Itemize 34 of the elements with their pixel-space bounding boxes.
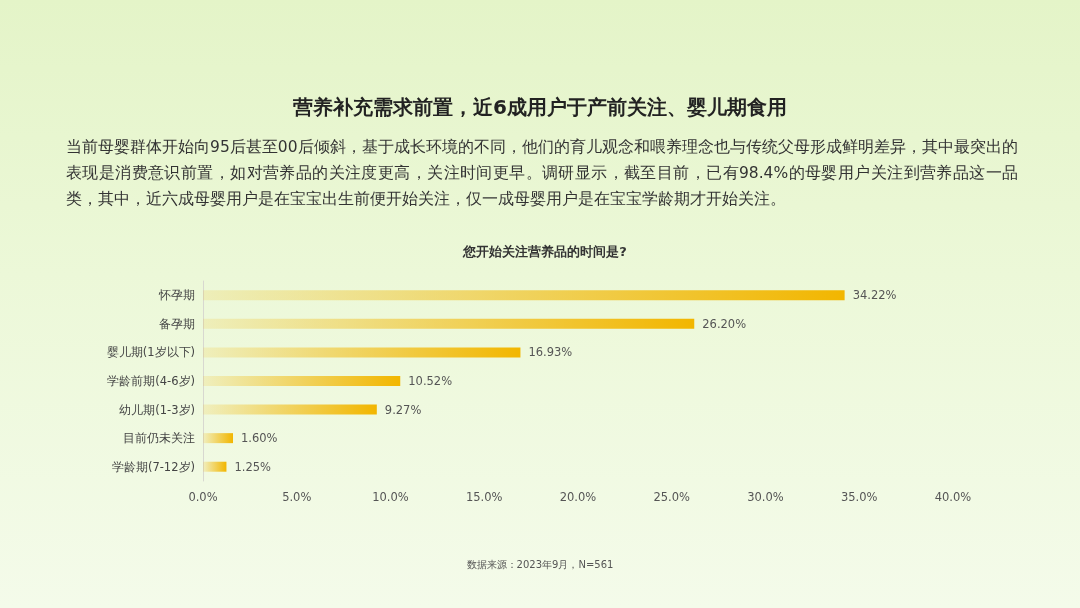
data-label: 1.60% (241, 431, 278, 446)
data-label: 34.22% (852, 288, 897, 303)
data-label: 26.20% (702, 316, 747, 331)
data-label: 10.52% (408, 374, 453, 388)
y-tick-label: 学龄期(7-12岁) (111, 459, 195, 474)
bar (203, 347, 521, 358)
bar (203, 461, 227, 472)
bar (203, 318, 695, 329)
bar (203, 433, 233, 444)
x-tick-label: 35.0% (840, 490, 878, 504)
y-tick-label: 目前仍未关注 (123, 431, 195, 446)
bar (203, 290, 845, 301)
chart-title: 营养补充需求前置，近6成用户于产前关注、婴儿期食用 (292, 94, 788, 121)
y-tick-label: 学龄前期(4-6岁) (107, 374, 195, 388)
x-tick-label: 40.0% (934, 490, 972, 504)
data-label: 16.93% (528, 345, 573, 360)
bar (203, 376, 401, 386)
x-tick-label: 10.0% (372, 490, 409, 504)
data-label: 1.25% (234, 459, 272, 474)
chart-subtitle: 当前母婴群体开始向95后甚至00后倾斜，基于成长环境的不同，他们的育儿观念和喂养理念也与传统父母形成鲜明差异，其中最突出的表现是消费意识前置，如对营养品的关注度更高，关注时间更早。调研显示，截至目前，已有98.4%的母婴用户关注到营养品这一品类，其中，近六成母婴用户是在宝宝出生前便开始关注，仅一成母婴用户是在宝宝学龄期才开始关注。 (66, 137, 1018, 210)
x-tick-label: 20.0% (559, 490, 597, 504)
y-tick-label: 幼儿期(1-3岁) (119, 402, 195, 417)
bar (203, 404, 377, 415)
data-label: 9.27% (384, 402, 422, 417)
y-tick-label: 怀孕期 (158, 288, 195, 303)
source-note: 数据来源：2023年9月，N=561 (465, 558, 615, 572)
y-tick-label: 婴儿期(1岁以下) (106, 345, 195, 360)
x-tick-label: 25.0% (653, 490, 691, 504)
text: 您开始关注营养品的时间是? (461, 243, 628, 261)
x-tick-label: 5.0% (282, 490, 312, 504)
y-tick-label: 备孕期 (159, 316, 195, 331)
x-tick-label: 30.0% (747, 490, 784, 504)
x-tick-label: 15.0% (465, 490, 503, 504)
x-tick-label: 0.0% (188, 490, 218, 504)
